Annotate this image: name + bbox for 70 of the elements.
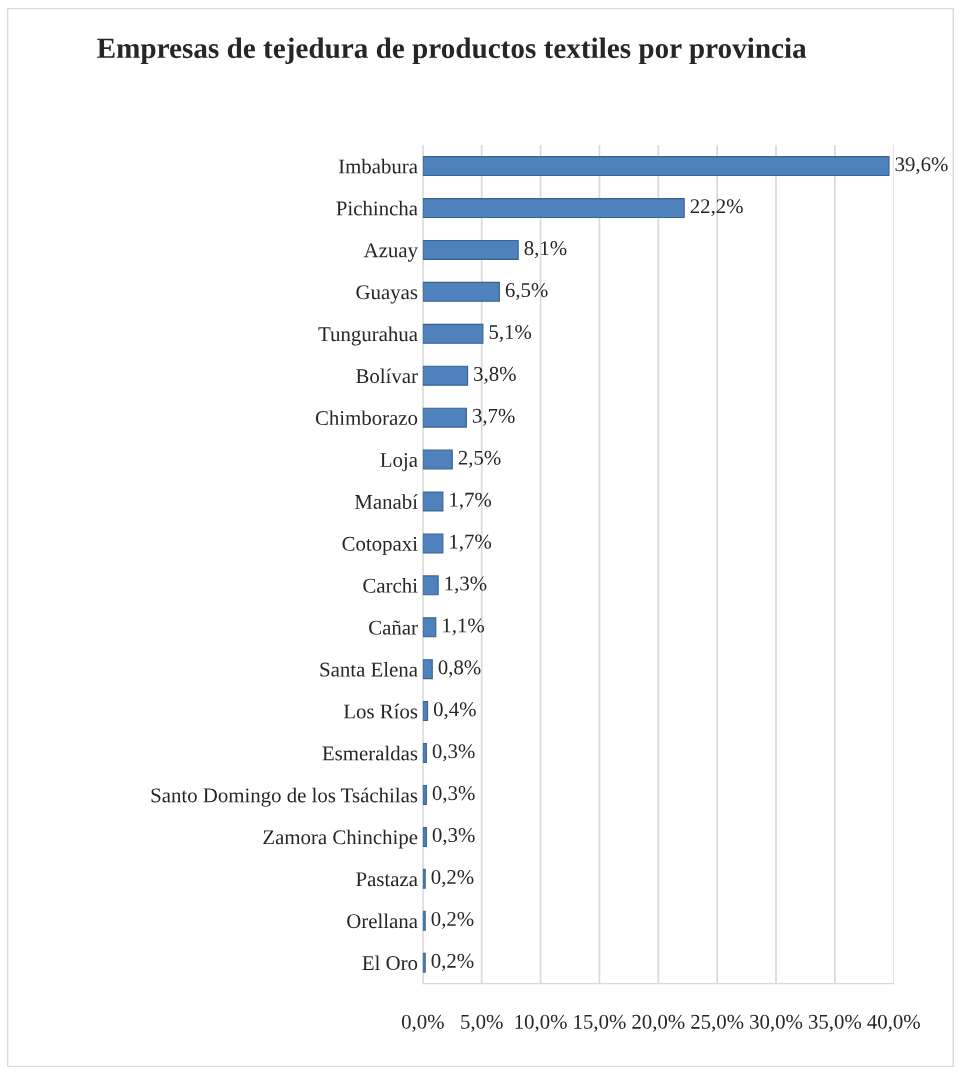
data-label: 0,2% (431, 953, 474, 971)
x-tick-label: 25,0% (691, 1014, 744, 1032)
y-tick-label: El Oro (362, 955, 418, 971)
bar (422, 407, 467, 428)
y-tick-label: Chimborazo (315, 410, 418, 426)
y-tick-label: Tungurahua (318, 326, 418, 346)
data-label: 6,5% (505, 283, 548, 301)
x-tick-label: 15,0% (574, 1014, 626, 1032)
bar (422, 239, 519, 260)
data-label: 1,1% (443, 618, 485, 636)
data-label: 39,6% (895, 157, 948, 175)
bar (422, 910, 426, 931)
bar (422, 281, 500, 302)
data-label: 3,8% (474, 366, 516, 384)
y-tick-label: Pichincha (336, 200, 418, 216)
bar (422, 575, 439, 596)
bar (422, 784, 427, 805)
y-tick-label: Zamora Chinchipe (263, 829, 418, 849)
y-tick-label: Orellana (347, 913, 418, 929)
y-tick-label: Los Ríos (343, 703, 418, 719)
y-tick-label: Guayas (356, 285, 418, 304)
data-label: 2,5% (458, 450, 501, 468)
y-tick-label: Imbabura (338, 158, 418, 174)
data-label: 0,2% (431, 869, 474, 888)
bar (422, 617, 437, 638)
data-label: 1,7% (450, 534, 492, 552)
x-tick-label: 30,0% (750, 1014, 803, 1032)
x-tick-label: 5,0% (461, 1014, 503, 1032)
bar (422, 449, 453, 470)
y-tick-label: Manabí (354, 494, 418, 509)
y-tick-label: Santa Elena (320, 661, 418, 677)
x-tick-label: 0,0% (401, 1014, 444, 1032)
bar (422, 156, 890, 177)
y-tick-label: Cañar (369, 620, 418, 635)
data-label: 22,2% (690, 199, 743, 217)
x-tick-label: 10,0% (515, 1014, 567, 1032)
bar (422, 952, 426, 973)
y-tick-label: Loja (380, 453, 418, 472)
x-tick-label: 40,0% (867, 1014, 920, 1032)
y-tick-label: Bolívar (356, 368, 418, 384)
data-label: 1,3% (445, 576, 487, 594)
data-label: 8,1% (524, 241, 567, 259)
bar (422, 491, 444, 512)
bar (422, 323, 484, 344)
data-label: 0,3% (432, 744, 475, 762)
bar (422, 533, 444, 554)
y-tick-label: Carchi (363, 578, 418, 593)
bar (422, 365, 469, 386)
bar (422, 198, 685, 219)
y-tick-label: Santo Domingo de los Tsáchilas (151, 787, 418, 807)
bar (422, 701, 429, 722)
y-tick-label: Azuay (363, 243, 418, 262)
bar (422, 659, 433, 680)
x-tick-label: 20,0% (632, 1014, 685, 1032)
data-label: 5,1% (489, 324, 532, 342)
data-label: 3,7% (472, 408, 515, 426)
data-label: 0,8% (438, 660, 481, 678)
y-tick-label: Esmeraldas (322, 745, 418, 761)
y-tick-label: Cotopaxi (342, 536, 418, 556)
y-tick-label: Pastaza (356, 872, 418, 887)
data-label: 1,7% (450, 492, 492, 510)
data-label: 0,2% (431, 911, 474, 929)
x-tick-label: 35,0% (808, 1014, 862, 1032)
bar (422, 868, 426, 889)
data-label: 0,4% (433, 702, 476, 720)
chart-title: Empresas de tejedura de productos textiles por provincia (97, 37, 807, 65)
data-label: 0,3% (432, 828, 475, 846)
data-label: 0,3% (432, 786, 475, 804)
bar (422, 743, 427, 764)
bar (422, 826, 427, 847)
